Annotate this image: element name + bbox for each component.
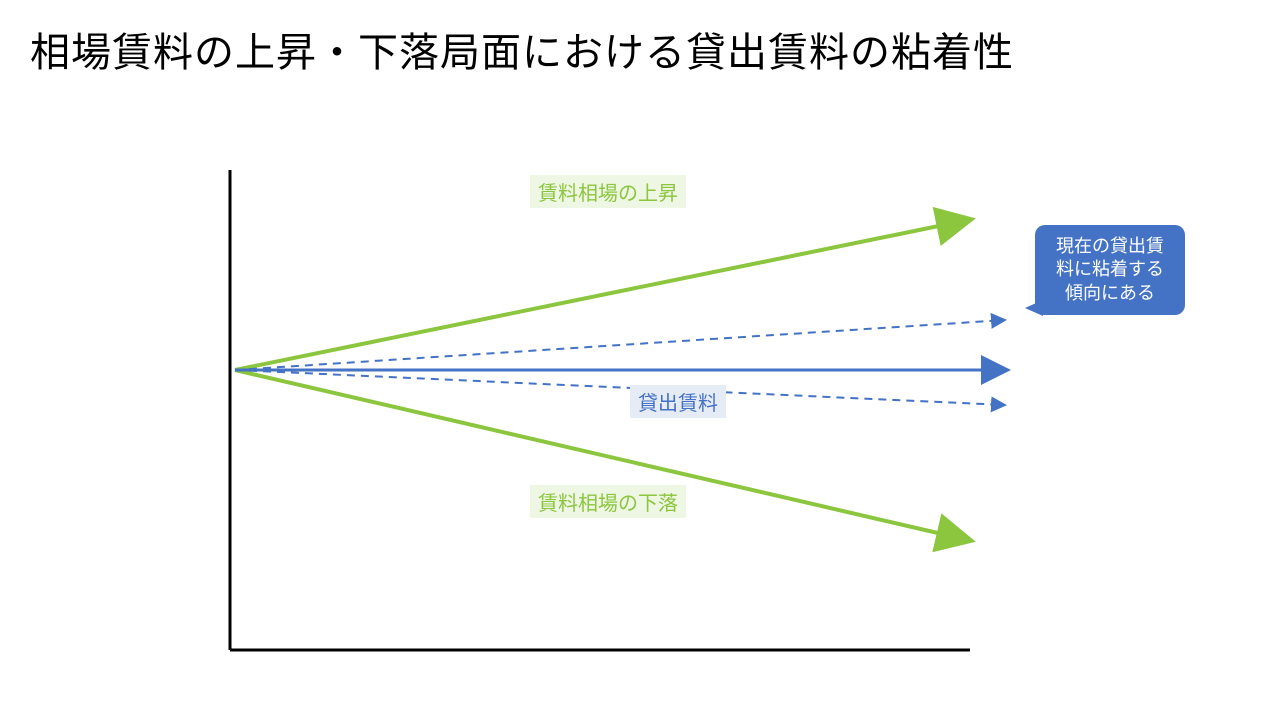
market-up-label: 賃料相場の上昇: [530, 175, 686, 208]
callout-line1: 現在の貸出賃: [1056, 236, 1164, 256]
chart-svg: [230, 170, 1030, 670]
callout-line3: 傾向にある: [1065, 283, 1155, 303]
chart-area: 賃料相場の上昇 貸出賃料 賃料相場の下落 現在の貸出賃 料に粘着する 傾向にある: [230, 170, 990, 650]
lend-label: 貸出賃料: [630, 385, 726, 418]
page-title: 相場賃料の上昇・下落局面における貸出賃料の粘着性: [30, 20, 1014, 78]
lend-down-line: [235, 370, 1005, 405]
callout-bubble: 現在の貸出賃 料に粘着する 傾向にある: [1035, 225, 1185, 315]
market-down-label: 賃料相場の下落: [530, 485, 686, 518]
market-up-line: [235, 220, 968, 370]
callout-line2: 料に粘着する: [1056, 259, 1164, 279]
callout-tail: [1025, 300, 1043, 316]
